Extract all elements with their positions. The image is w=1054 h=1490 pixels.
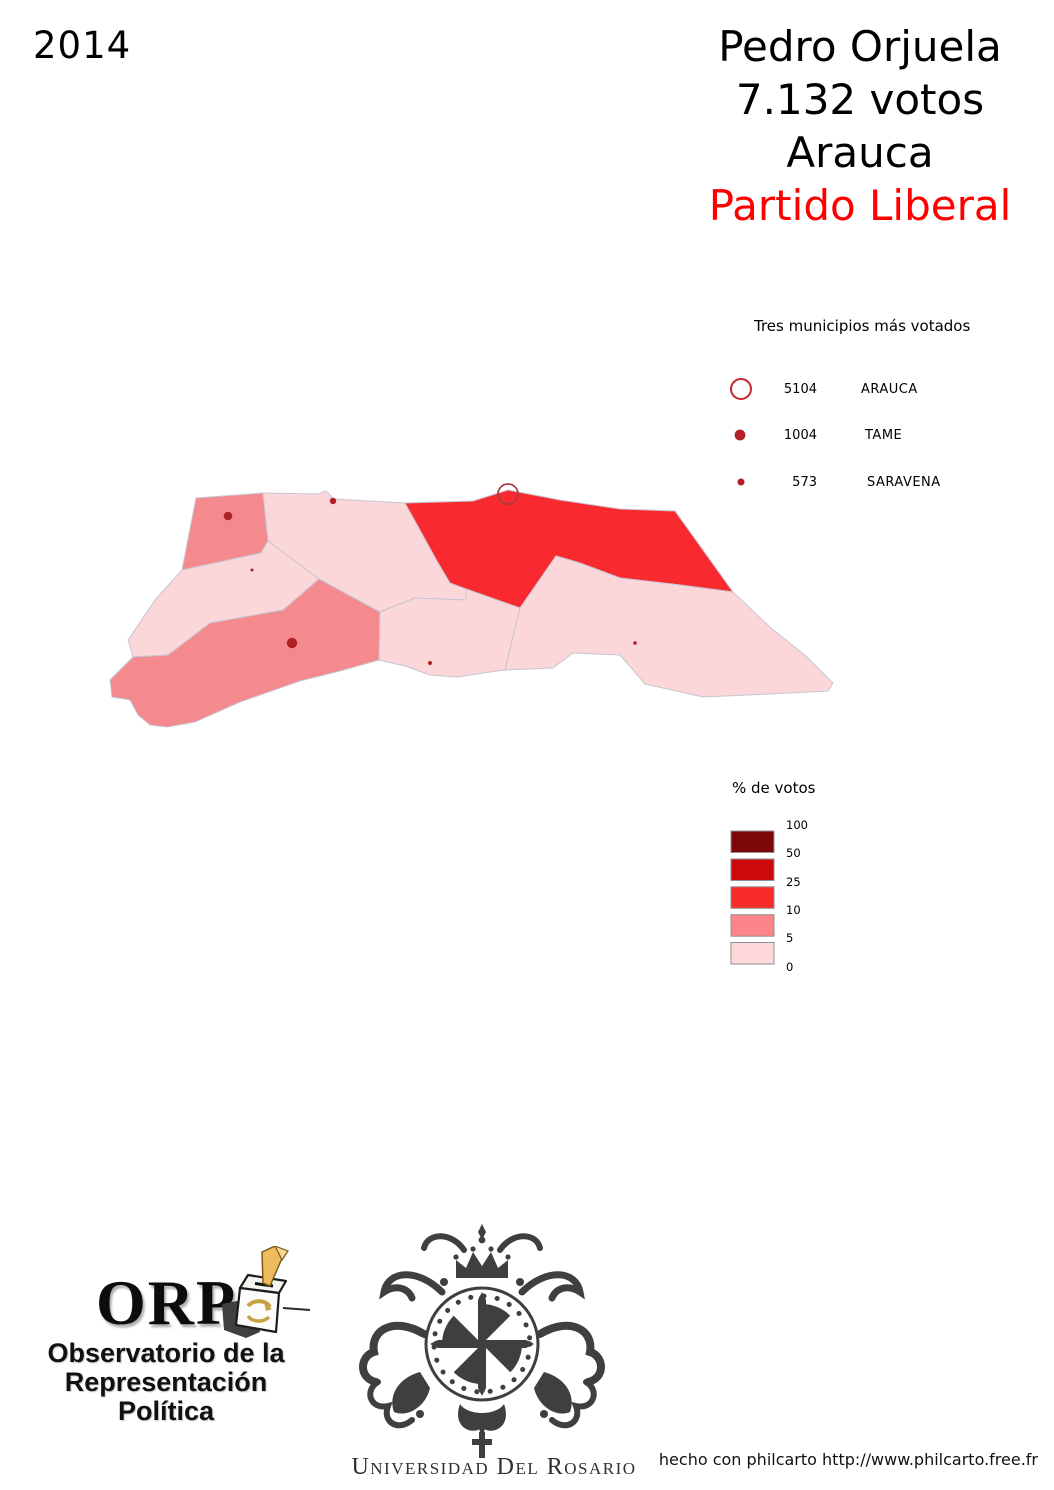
filled-dot-icon [737,478,745,486]
scale-tick: 10 [786,903,801,917]
map-dot [428,661,432,665]
map-dot [329,497,337,505]
legend-value: 573 [792,474,817,490]
map-region-east-pink [504,555,834,698]
title-block: Pedro Orjuela 7.132 votos Arauca Partido… [664,20,1054,232]
map-proportional-circle-arauca [497,483,519,505]
scale-tick: 100 [786,818,808,832]
proportional-circle-icon [730,378,752,400]
color-scale-swatches [730,830,775,965]
candidate-name: Pedro Orjuela [718,22,1002,71]
legend-municipality: TAME [865,427,903,443]
legend-row-tame: 1004 TAME [726,420,902,450]
map-dot [223,511,233,521]
department-name: Arauca [786,128,934,177]
scale-tick: 5 [786,931,794,945]
map-dot [250,568,254,572]
university-crest [359,1224,612,1458]
choropleth-map [109,483,834,728]
year-label: 2014 [33,24,132,67]
university-name: Universidad Del Rosario [351,1454,637,1480]
ballot-box-icon [222,1246,311,1338]
top-municipalities-legend-title: Tres municipios más votados [754,317,971,335]
party-name: Partido Liberal [708,181,1012,230]
legend-row-saravena: 573 SARAVENA [726,467,941,497]
legend-value: 1004 [783,427,817,443]
color-scale-title: % de votos [732,779,816,797]
legend-municipality: SARAVENA [867,474,941,490]
orp-subtitle-line1: Observatorio de la [47,1338,285,1368]
map-region-southwest-salmon [109,578,381,728]
filled-dot-icon [734,429,746,441]
scale-tick: 50 [786,846,801,860]
map-dot [633,641,637,645]
legend-value: 5104 [783,381,817,397]
legend-row-arauca: 5104 ARAUCA [726,374,918,404]
vote-count: 7.132 votos [735,75,985,124]
map-region-south-pink [378,588,521,678]
orp-subtitle-line2: Representación Política [64,1367,268,1426]
orp-subtitle: Observatorio de la Representación Políti… [18,1339,314,1426]
scale-tick: 25 [786,875,801,889]
map-dot [286,637,298,649]
philcarto-credit: hecho con philcarto http://www.philcarto… [658,1450,1038,1469]
orp-logo-text: ORP [96,1267,238,1338]
scale-tick: 0 [786,960,794,974]
legend-municipality: ARAUCA [861,381,918,397]
